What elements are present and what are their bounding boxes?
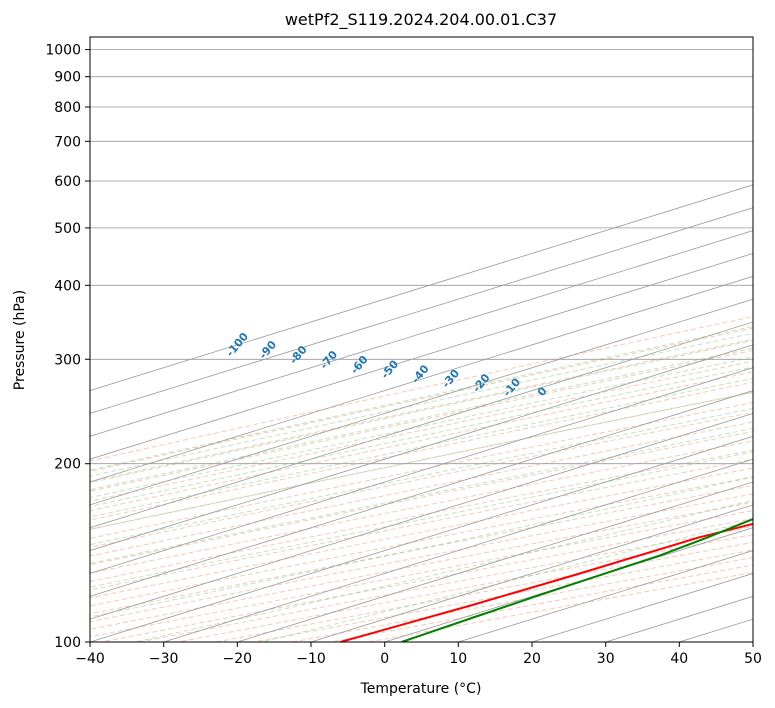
- y-axis-title: Pressure (hPa): [12, 290, 28, 390]
- plot-frame: [89, 36, 754, 643]
- y-tick-label: 100: [54, 635, 81, 651]
- x-tick-label: −20: [223, 651, 253, 667]
- isotherm: [310, 504, 753, 642]
- dry-adiabat: [90, 371, 753, 512]
- isotherm: [90, 344, 753, 551]
- x-tick-label: −40: [75, 651, 105, 667]
- isotherm: [90, 367, 753, 574]
- x-tick-label: 50: [744, 651, 762, 667]
- y-tick-label: 200: [54, 457, 81, 473]
- isotherm: [90, 413, 753, 620]
- y-tick-label: 300: [54, 352, 81, 368]
- moist-adiabat: [90, 325, 753, 471]
- moist-adiabat: [90, 366, 753, 508]
- x-tick-label: 20: [523, 651, 541, 667]
- x-tick-label: 30: [597, 651, 615, 667]
- grid-lines: [90, 49, 753, 642]
- y-axis: 1000 900 800 700 600 500 400 300 200 100: [45, 43, 90, 651]
- x-tick-label: 0: [380, 651, 389, 667]
- isotherm: [237, 481, 753, 642]
- moist-adiabat: [90, 347, 753, 491]
- y-tick-label: 400: [54, 278, 81, 294]
- y-tick-label: 500: [54, 221, 81, 237]
- dry-adiabat: [90, 391, 753, 530]
- isotherm: [90, 298, 753, 506]
- x-tick-label: −30: [149, 651, 179, 667]
- moist-adiabat: [90, 377, 753, 518]
- isotherm: [90, 253, 753, 460]
- x-axis-title: Temperature (°C): [360, 681, 482, 697]
- y-tick-label: 800: [54, 100, 81, 116]
- isotherm: [163, 458, 753, 642]
- isotherm: [384, 527, 753, 642]
- dry-adiabat: [90, 381, 753, 521]
- x-tick-label: −10: [296, 651, 326, 667]
- isotherm: [90, 230, 753, 437]
- y-tick-label: 1000: [45, 43, 81, 59]
- moist-adiabat: [90, 332, 753, 477]
- isotherm: [90, 435, 753, 642]
- isotherm: [90, 207, 753, 414]
- isotherm: [90, 275, 753, 483]
- y-tick-label: 900: [54, 70, 81, 86]
- y-tick-label: 700: [54, 134, 81, 150]
- isotherm: [90, 390, 753, 597]
- isotherm: [90, 184, 753, 391]
- chart-title: wetPf2_S119.2024.204.00.01.C37: [285, 10, 557, 30]
- x-tick-label: 10: [449, 651, 467, 667]
- x-axis: −40 −30 −20 −10 0 10 20 30 40 50: [75, 642, 762, 667]
- isotherm: [90, 321, 753, 529]
- background-lines: [90, 316, 753, 642]
- y-tick-label: 600: [54, 174, 81, 190]
- x-tick-label: 40: [670, 651, 688, 667]
